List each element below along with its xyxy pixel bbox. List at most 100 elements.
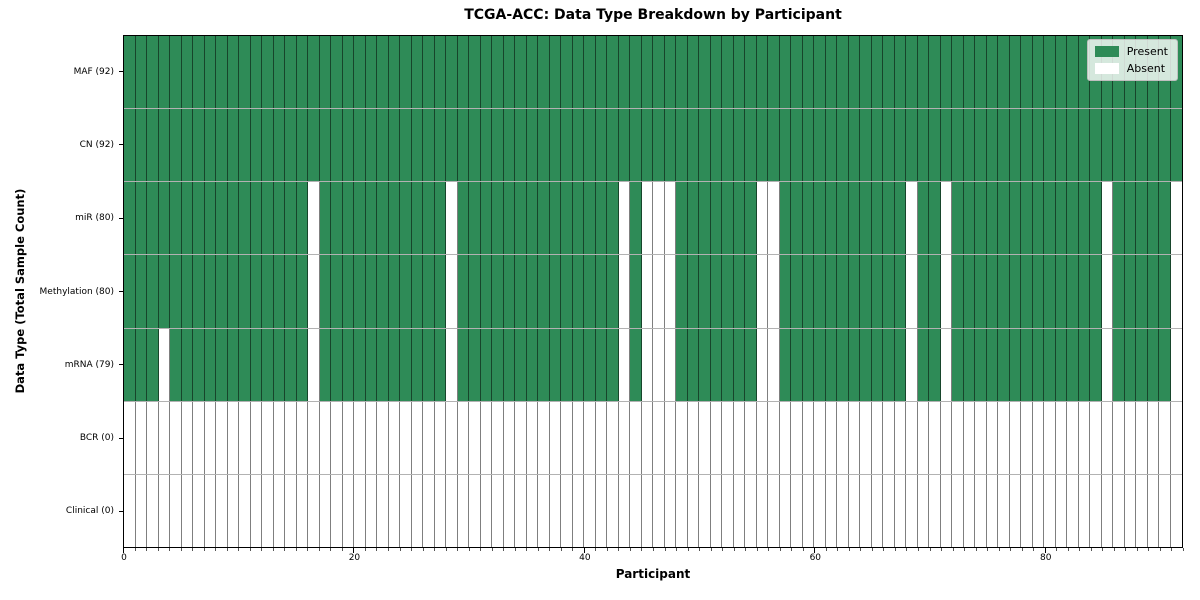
- heatmap-cell: [239, 328, 251, 401]
- heatmap-cell: [1021, 36, 1033, 109]
- heatmap-cell: [227, 474, 239, 547]
- heatmap-cell: [308, 255, 320, 328]
- heatmap-cell: [262, 328, 274, 401]
- heatmap-cell: [158, 401, 170, 474]
- heatmap-cell: [262, 182, 274, 255]
- x-tick-minor: [676, 548, 678, 551]
- y-tick-label-mrna: mRNA (79): [64, 359, 114, 370]
- heatmap-cell: [503, 474, 515, 547]
- heatmap-cell: [929, 474, 941, 547]
- heatmap-cell: [952, 182, 964, 255]
- heatmap-cell: [756, 109, 768, 182]
- heatmap-cell: [227, 401, 239, 474]
- heatmap-cell: [745, 36, 757, 109]
- heatmap-cell: [1009, 474, 1021, 547]
- heatmap-cell: [1147, 109, 1159, 182]
- heatmap-cell: [469, 401, 481, 474]
- heatmap-cell: [710, 401, 722, 474]
- heatmap-cell: [216, 109, 228, 182]
- heatmap-cell: [756, 255, 768, 328]
- heatmap-cell: [492, 328, 504, 401]
- heatmap-cell: [331, 474, 343, 547]
- heatmap-cell: [308, 36, 320, 109]
- heatmap-cell: [285, 255, 297, 328]
- heatmap-cell: [1136, 401, 1148, 474]
- x-tick-minor: [1113, 548, 1115, 551]
- heatmap-cell: [710, 255, 722, 328]
- heatmap-cell: [411, 36, 423, 109]
- heatmap-cell: [1170, 328, 1182, 401]
- heatmap-cell: [1090, 182, 1102, 255]
- heatmap-cell: [607, 474, 619, 547]
- heatmap-cell: [204, 182, 216, 255]
- heatmap-cell: [1032, 109, 1044, 182]
- heatmap-row-methylation: [124, 255, 1182, 329]
- heatmap-cell: [181, 36, 193, 109]
- x-tick-major: [353, 548, 355, 553]
- heatmap-cell: [1021, 474, 1033, 547]
- heatmap-cell: [135, 474, 147, 547]
- heatmap-cell: [710, 474, 722, 547]
- y-tick-label-methylation: Methylation (80): [39, 286, 114, 297]
- heatmap-cell: [434, 182, 446, 255]
- heatmap-cell: [837, 109, 849, 182]
- heatmap-cell: [825, 474, 837, 547]
- y-tick-label-clinical: Clinical (0): [65, 506, 114, 517]
- x-tick-minor: [952, 548, 954, 551]
- heatmap-cell: [802, 255, 814, 328]
- heatmap-cell: [250, 328, 262, 401]
- heatmap-cell: [860, 474, 872, 547]
- heatmap-cell: [572, 109, 584, 182]
- heatmap-cell: [1009, 182, 1021, 255]
- heatmap-cell: [147, 255, 159, 328]
- heatmap-cell: [147, 401, 159, 474]
- heatmap-cell: [135, 36, 147, 109]
- heatmap-cell: [308, 182, 320, 255]
- heatmap-cell: [802, 328, 814, 401]
- heatmap-cell: [124, 182, 136, 255]
- heatmap-cell: [917, 401, 929, 474]
- heatmap-cell: [377, 401, 389, 474]
- heatmap-cell: [1067, 474, 1079, 547]
- heatmap-cell: [1078, 474, 1090, 547]
- heatmap-cell: [1067, 36, 1079, 109]
- heatmap-cell: [664, 328, 676, 401]
- heatmap-cell: [204, 255, 216, 328]
- heatmap-cell: [906, 255, 918, 328]
- x-tick-label: 80: [1040, 553, 1052, 563]
- heatmap-cell: [388, 182, 400, 255]
- heatmap-cell: [779, 328, 791, 401]
- heatmap-cell: [503, 255, 515, 328]
- heatmap-cell: [1032, 401, 1044, 474]
- heatmap-cell: [641, 255, 653, 328]
- heatmap-cell: [147, 36, 159, 109]
- heatmap-cell: [906, 401, 918, 474]
- heatmap-cell: [400, 36, 412, 109]
- heatmap-cell: [699, 182, 711, 255]
- heatmap-cell: [917, 182, 929, 255]
- heatmap-cell: [1170, 255, 1182, 328]
- heatmap-cell: [331, 328, 343, 401]
- heatmap-cell: [618, 109, 630, 182]
- heatmap-cell: [1101, 182, 1113, 255]
- heatmap-cell: [756, 36, 768, 109]
- heatmap-cell: [572, 255, 584, 328]
- heatmap-cell: [917, 328, 929, 401]
- heatmap-row-cn: [124, 109, 1182, 183]
- heatmap-cell: [791, 474, 803, 547]
- heatmap-cell: [1113, 474, 1125, 547]
- heatmap-cell: [687, 109, 699, 182]
- heatmap-cell: [860, 401, 872, 474]
- heatmap-cell: [423, 255, 435, 328]
- heatmap-cell: [227, 255, 239, 328]
- x-tick-minor: [1021, 548, 1023, 551]
- heatmap-cell: [768, 328, 780, 401]
- x-tick-major: [1044, 548, 1046, 553]
- heatmap-cell: [584, 182, 596, 255]
- heatmap-cell: [124, 109, 136, 182]
- x-tick-minor: [825, 548, 827, 551]
- heatmap-cell: [618, 36, 630, 109]
- x-tick-minor: [146, 548, 148, 551]
- heatmap-cell: [158, 109, 170, 182]
